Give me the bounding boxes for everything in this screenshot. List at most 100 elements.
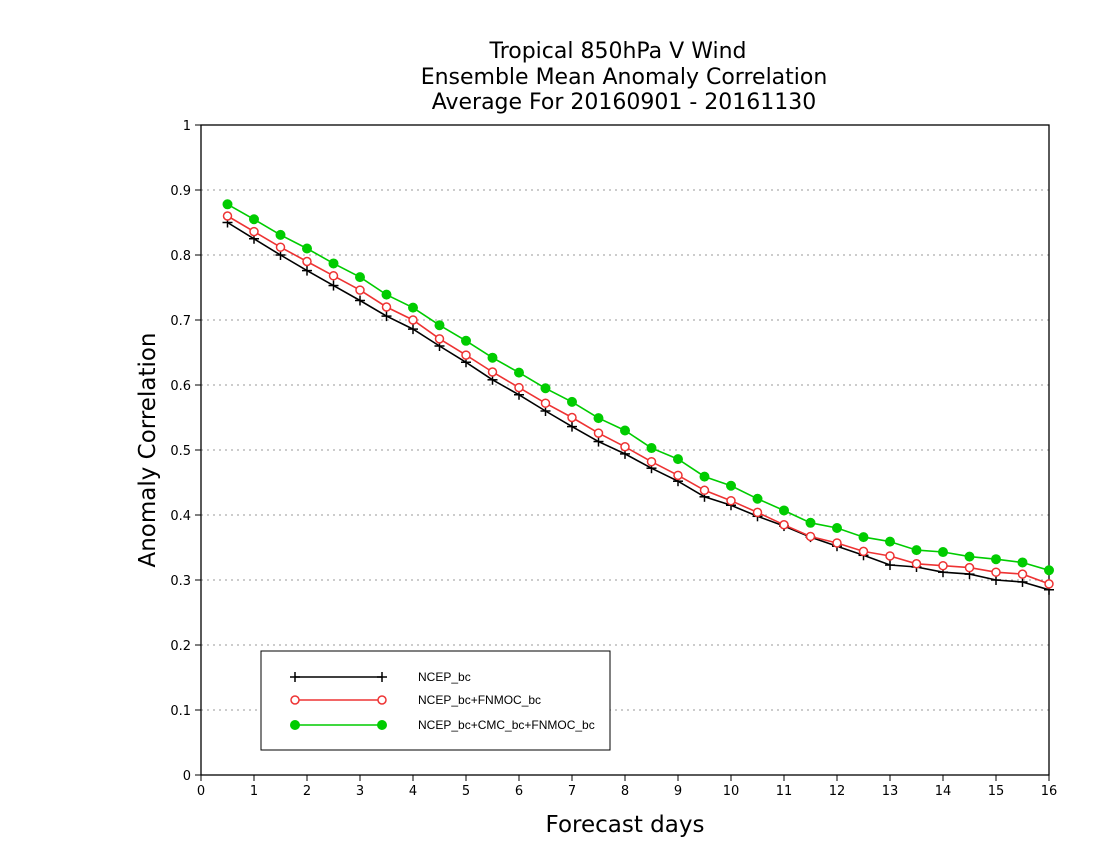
legend-marker xyxy=(290,720,300,730)
data-point xyxy=(593,436,604,447)
series-1 xyxy=(222,217,1054,595)
data-point xyxy=(938,547,948,558)
x-tick-label: 7 xyxy=(568,784,576,799)
x-tick-label: 9 xyxy=(674,784,682,799)
series-line xyxy=(227,215,1050,585)
data-point xyxy=(408,315,418,325)
data-point xyxy=(434,320,445,331)
data-point xyxy=(567,396,577,407)
data-point xyxy=(355,285,365,295)
data-point xyxy=(646,443,657,454)
data-point xyxy=(1017,557,1028,568)
legend-label: NCEP_bc+CMC_bc+FNMOC_bc xyxy=(418,718,595,732)
data-point xyxy=(328,258,339,269)
y-tick-label: 0.6 xyxy=(170,379,191,394)
data-point xyxy=(408,302,418,313)
data-point xyxy=(620,425,630,436)
x-tick-label: 3 xyxy=(356,784,364,799)
data-point xyxy=(911,559,922,569)
data-point xyxy=(991,567,1001,577)
legend-marker xyxy=(377,720,387,730)
data-point xyxy=(328,271,339,281)
y-tick-label: 0.2 xyxy=(170,639,191,654)
data-point xyxy=(381,302,392,312)
data-point xyxy=(381,311,392,322)
data-point xyxy=(832,538,842,548)
data-point xyxy=(1017,569,1028,579)
x-tick-label: 15 xyxy=(988,784,1005,799)
series-line xyxy=(227,221,1050,591)
series-3 xyxy=(222,199,1054,576)
data-point xyxy=(673,470,683,481)
data-point xyxy=(487,367,498,377)
data-point xyxy=(567,412,577,423)
data-point xyxy=(355,295,365,306)
legend-entry: NCEP_bc+FNMOC_bc xyxy=(290,693,541,707)
data-point xyxy=(938,560,948,571)
data-point xyxy=(805,517,816,528)
data-point xyxy=(514,367,524,378)
legend-entry: NCEP_bc+CMC_bc+FNMOC_bc xyxy=(290,718,595,732)
data-point xyxy=(805,531,816,542)
data-point xyxy=(328,280,339,291)
data-point xyxy=(620,442,630,452)
data-point xyxy=(779,505,789,516)
x-tick-label: 2 xyxy=(303,784,311,799)
x-tick-label: 13 xyxy=(882,784,899,799)
x-tick-label: 0 xyxy=(197,784,205,799)
y-tick-label: 1 xyxy=(183,119,191,134)
data-point xyxy=(302,265,312,276)
chart-title-line-2: Ensemble Mean Anomaly Correlation xyxy=(421,65,828,90)
series-2 xyxy=(222,211,1054,589)
y-tick-label: 0.8 xyxy=(170,249,191,264)
chart-title-line-1: Tropical 850hPa V Wind xyxy=(488,39,746,64)
data-point xyxy=(514,382,524,393)
data-point xyxy=(885,536,895,547)
data-point xyxy=(964,562,975,573)
data-point xyxy=(275,242,286,252)
data-point xyxy=(646,456,657,467)
legend-label: NCEP_bc xyxy=(418,670,471,684)
data-point xyxy=(699,485,710,496)
data-point xyxy=(885,551,895,561)
data-point xyxy=(381,289,392,300)
data-point xyxy=(355,272,365,283)
data-point xyxy=(540,383,551,394)
data-point xyxy=(832,523,842,533)
y-axis-title: Anomaly Correlation xyxy=(135,332,161,567)
data-point xyxy=(593,413,604,424)
data-point xyxy=(885,560,895,571)
data-point xyxy=(461,335,471,346)
y-tick-label: 0.3 xyxy=(170,574,191,589)
x-tick-label: 4 xyxy=(409,784,417,799)
data-point xyxy=(726,495,736,506)
x-tick-label: 1 xyxy=(250,784,258,799)
data-point xyxy=(487,352,498,363)
data-point xyxy=(222,211,233,221)
data-point xyxy=(567,421,577,432)
data-point xyxy=(461,350,471,360)
x-tick-label: 6 xyxy=(515,784,523,799)
x-tick-label: 16 xyxy=(1041,784,1058,799)
data-point xyxy=(752,493,763,504)
legend-marker xyxy=(377,695,387,705)
series-line xyxy=(227,203,1050,572)
data-point xyxy=(222,199,233,210)
data-point xyxy=(779,520,789,530)
y-tick-label: 0 xyxy=(183,769,191,784)
data-point xyxy=(408,324,418,335)
data-point xyxy=(1044,565,1054,576)
x-tick-label: 11 xyxy=(776,784,793,799)
legend-marker xyxy=(290,672,300,682)
x-tick-label: 10 xyxy=(723,784,740,799)
data-point xyxy=(858,546,869,557)
data-point xyxy=(302,243,312,254)
y-tick-label: 0.9 xyxy=(170,184,191,199)
x-tick-label: 12 xyxy=(829,784,846,799)
x-tick-label: 14 xyxy=(935,784,952,799)
legend-marker xyxy=(290,695,300,705)
data-point xyxy=(275,229,286,240)
data-point xyxy=(911,545,922,556)
data-point xyxy=(249,214,259,225)
